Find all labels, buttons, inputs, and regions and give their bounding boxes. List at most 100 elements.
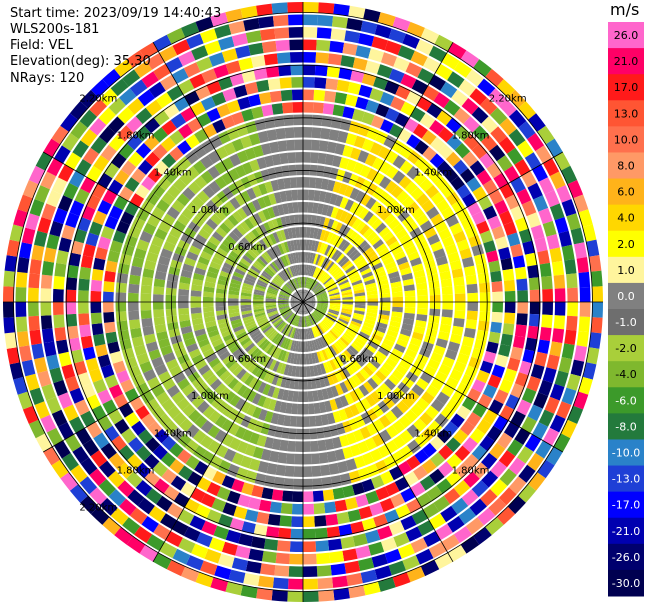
velocity-gate bbox=[419, 475, 436, 491]
velocity-gate bbox=[253, 304, 264, 308]
velocity-gate bbox=[163, 102, 180, 119]
colorbar-tick-label: -1.0 bbox=[615, 316, 636, 329]
velocity-gate bbox=[282, 102, 294, 114]
velocity-gate bbox=[290, 302, 301, 305]
velocity-gate bbox=[194, 267, 206, 276]
velocity-gate bbox=[278, 527, 292, 540]
velocity-gate bbox=[296, 239, 301, 251]
velocity-gate bbox=[303, 478, 313, 490]
velocity-gate bbox=[355, 221, 366, 233]
velocity-gate bbox=[343, 212, 353, 225]
velocity-gate bbox=[187, 221, 201, 233]
velocity-gate bbox=[271, 489, 284, 501]
velocity-gate bbox=[290, 298, 302, 302]
velocity-gate bbox=[196, 261, 208, 271]
velocity-gate bbox=[180, 481, 196, 497]
velocity-gate bbox=[363, 275, 375, 283]
velocity-gate bbox=[283, 228, 290, 240]
velocity-gate bbox=[312, 283, 321, 292]
velocity-gate bbox=[190, 296, 202, 302]
velocity-gate bbox=[304, 302, 316, 306]
velocity-gate bbox=[224, 391, 236, 404]
velocity-gate bbox=[427, 321, 439, 331]
velocity-gate bbox=[322, 103, 335, 115]
velocity-gate bbox=[51, 409, 68, 427]
velocity-gate bbox=[299, 227, 303, 238]
velocity-gate bbox=[316, 427, 325, 439]
velocity-gate bbox=[318, 2, 335, 15]
azimuth-spoke bbox=[152, 41, 304, 303]
velocity-gate bbox=[323, 276, 333, 285]
velocity-gate bbox=[453, 317, 465, 328]
velocity-gate bbox=[28, 419, 46, 439]
velocity-gate bbox=[46, 396, 62, 414]
velocity-gate bbox=[61, 364, 76, 380]
velocity-gate bbox=[215, 292, 227, 298]
velocity-gate bbox=[384, 548, 402, 564]
velocity-gate bbox=[191, 354, 204, 365]
colorbar-cell bbox=[608, 22, 644, 49]
velocity-gate bbox=[544, 396, 560, 414]
velocity-gate bbox=[86, 165, 103, 183]
velocity-gate bbox=[64, 152, 82, 170]
velocity-gate bbox=[289, 327, 295, 338]
velocity-gate bbox=[103, 162, 120, 179]
velocity-gate bbox=[304, 298, 316, 302]
velocity-gate bbox=[278, 294, 290, 299]
velocity-gate bbox=[317, 296, 328, 300]
velocity-gate bbox=[549, 247, 563, 263]
velocity-gate bbox=[413, 269, 426, 279]
velocity-gate bbox=[303, 541, 317, 553]
velocity-gate bbox=[330, 28, 346, 41]
velocity-gate bbox=[392, 306, 403, 313]
velocity-gate bbox=[384, 334, 397, 343]
velocity-gate bbox=[477, 78, 496, 97]
velocity-gate bbox=[218, 36, 235, 51]
velocity-gate bbox=[272, 387, 280, 399]
velocity-gate bbox=[299, 239, 303, 251]
velocity-gate bbox=[399, 144, 414, 159]
velocity-gate bbox=[348, 325, 359, 334]
velocity-gate bbox=[474, 253, 487, 266]
velocity-gate bbox=[503, 221, 517, 236]
velocity-gate bbox=[283, 415, 291, 427]
velocity-gate bbox=[324, 438, 335, 451]
velocity-gate bbox=[322, 230, 330, 242]
velocity-gate bbox=[31, 343, 45, 360]
velocity-gate bbox=[317, 270, 325, 281]
velocity-gate bbox=[40, 171, 57, 190]
velocity-gate bbox=[15, 302, 27, 317]
velocity-gate bbox=[60, 113, 78, 132]
velocity-gate bbox=[122, 69, 141, 87]
velocity-gate bbox=[329, 298, 341, 301]
velocity-gate bbox=[240, 257, 251, 267]
velocity-gate bbox=[214, 176, 227, 190]
velocity-gate bbox=[456, 352, 470, 365]
velocity-gate bbox=[345, 133, 358, 146]
velocity-gate bbox=[126, 453, 143, 470]
velocity-gate bbox=[142, 325, 155, 336]
velocity-gate bbox=[327, 285, 338, 291]
velocity-gate bbox=[49, 367, 64, 384]
velocity-gate bbox=[248, 94, 261, 107]
velocity-gate bbox=[410, 537, 428, 554]
velocity-gate bbox=[278, 305, 289, 309]
velocity-gate bbox=[289, 541, 303, 553]
velocity-gate bbox=[332, 235, 341, 247]
velocity-gate bbox=[375, 243, 387, 254]
velocity-gate bbox=[277, 204, 285, 216]
velocity-gate bbox=[236, 440, 249, 454]
velocity-gate bbox=[46, 427, 64, 446]
velocity-gate bbox=[345, 330, 356, 339]
velocity-gate bbox=[378, 247, 390, 258]
velocity-gate bbox=[458, 79, 477, 97]
velocity-gate bbox=[291, 403, 298, 415]
velocity-gate bbox=[429, 468, 445, 484]
velocity-gate bbox=[330, 116, 342, 129]
velocity-gate bbox=[201, 68, 218, 84]
velocity-gate bbox=[411, 509, 428, 525]
velocity-gate bbox=[413, 123, 428, 139]
velocity-gate bbox=[170, 475, 187, 491]
velocity-gate bbox=[137, 497, 155, 515]
velocity-gate bbox=[305, 316, 309, 327]
